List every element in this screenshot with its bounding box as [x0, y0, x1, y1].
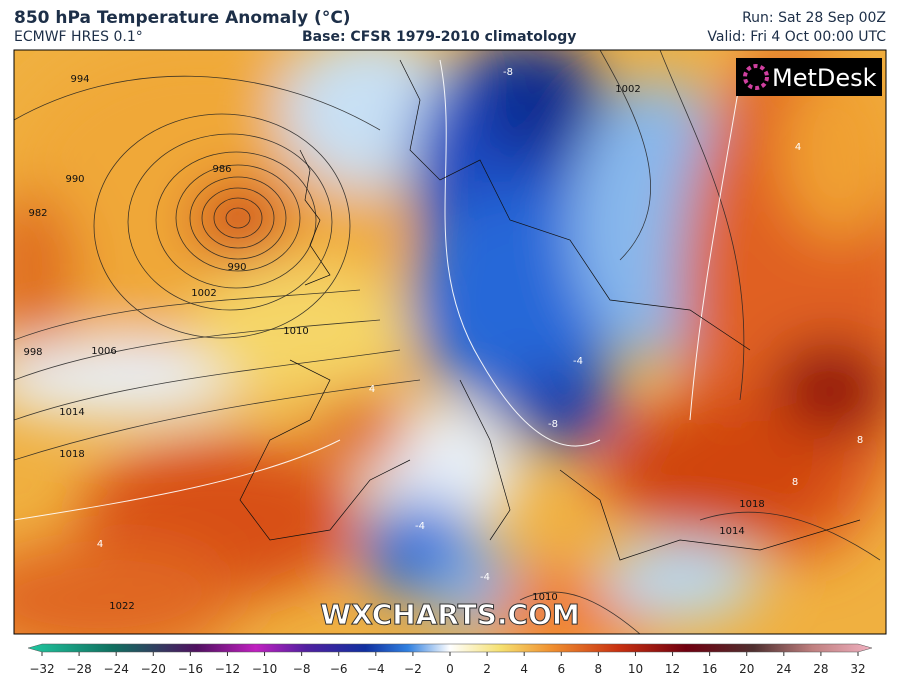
isobar-label: 994: [70, 74, 89, 85]
anomaly-label: 4: [97, 539, 103, 550]
isobar-label: 990: [227, 262, 246, 273]
colorbar-label: −24: [104, 662, 129, 676]
colorbar-label: 6: [557, 662, 565, 676]
title: 850 hPa Temperature Anomaly (°C): [14, 8, 351, 28]
colorbar-label: −6: [330, 662, 348, 676]
colorbar-label: 28: [813, 662, 828, 676]
colorbar-label: −8: [293, 662, 311, 676]
isobar-label: 1022: [109, 601, 134, 612]
colorbar-label: −28: [66, 662, 91, 676]
map-frame: [13, 49, 887, 635]
isobar-label: 986: [212, 164, 231, 175]
colorbar-label: 24: [776, 662, 791, 676]
isobar-label: 1014: [719, 526, 744, 537]
isobar-label: 1018: [59, 449, 84, 460]
isobar-label: 990: [65, 174, 84, 185]
colorbar-label: 32: [850, 662, 865, 676]
watermark: WXCHARTS.COM: [320, 598, 580, 631]
colorbar-label: 16: [702, 662, 717, 676]
anomaly-label: 4: [369, 384, 375, 395]
isobar-label: 1010: [532, 592, 557, 603]
anomaly-label: 4: [795, 142, 801, 153]
isobar-label: 982: [28, 208, 47, 219]
anomaly-label: -4: [415, 521, 425, 532]
logo-box: MetDesk: [736, 58, 882, 96]
colorbar-label: 8: [595, 662, 603, 676]
isobar-label: 1002: [615, 84, 640, 95]
anomaly-label: -4: [573, 356, 583, 367]
valid: Valid: Fri 4 Oct 00:00 UTC: [707, 29, 886, 45]
anomaly-label: 8: [857, 435, 863, 446]
isobar-label: 1014: [59, 407, 84, 418]
map-field: WXCHARTS.COM: [14, 50, 886, 634]
colorbar-label: −2: [404, 662, 422, 676]
colorbar-label: −10: [252, 662, 277, 676]
anomaly-label: -4: [480, 572, 490, 583]
isobar-label: 1002: [191, 288, 216, 299]
base: Base: CFSR 1979-2010 climatology: [302, 29, 577, 45]
isobar-label: 1010: [283, 326, 308, 337]
colorbar-label: 12: [665, 662, 680, 676]
colorbar-label: 2: [483, 662, 491, 676]
colorbar-label: −32: [29, 662, 54, 676]
colorbar-label: 10: [628, 662, 643, 676]
isobar-label: 998: [23, 347, 42, 358]
isobar-label: 1018: [739, 499, 764, 510]
colorbar: [27, 643, 873, 653]
colorbar-label: −12: [215, 662, 240, 676]
colorbar-label: 0: [446, 662, 454, 676]
anomaly-label: -8: [548, 419, 558, 430]
model: ECMWF HRES 0.1°: [14, 29, 143, 45]
colorbar-label: 20: [739, 662, 754, 676]
run: Run: Sat 28 Sep 00Z: [742, 10, 886, 26]
colorbar-label: 4: [520, 662, 528, 676]
anomaly-label: 8: [792, 477, 798, 488]
colorbar-label: −20: [141, 662, 166, 676]
logo: MetDesk: [772, 64, 877, 92]
colorbar-label: −4: [367, 662, 385, 676]
colorbar-label: −16: [178, 662, 203, 676]
isobar-label: 1006: [91, 346, 116, 357]
anomaly-label: -8: [503, 67, 513, 78]
